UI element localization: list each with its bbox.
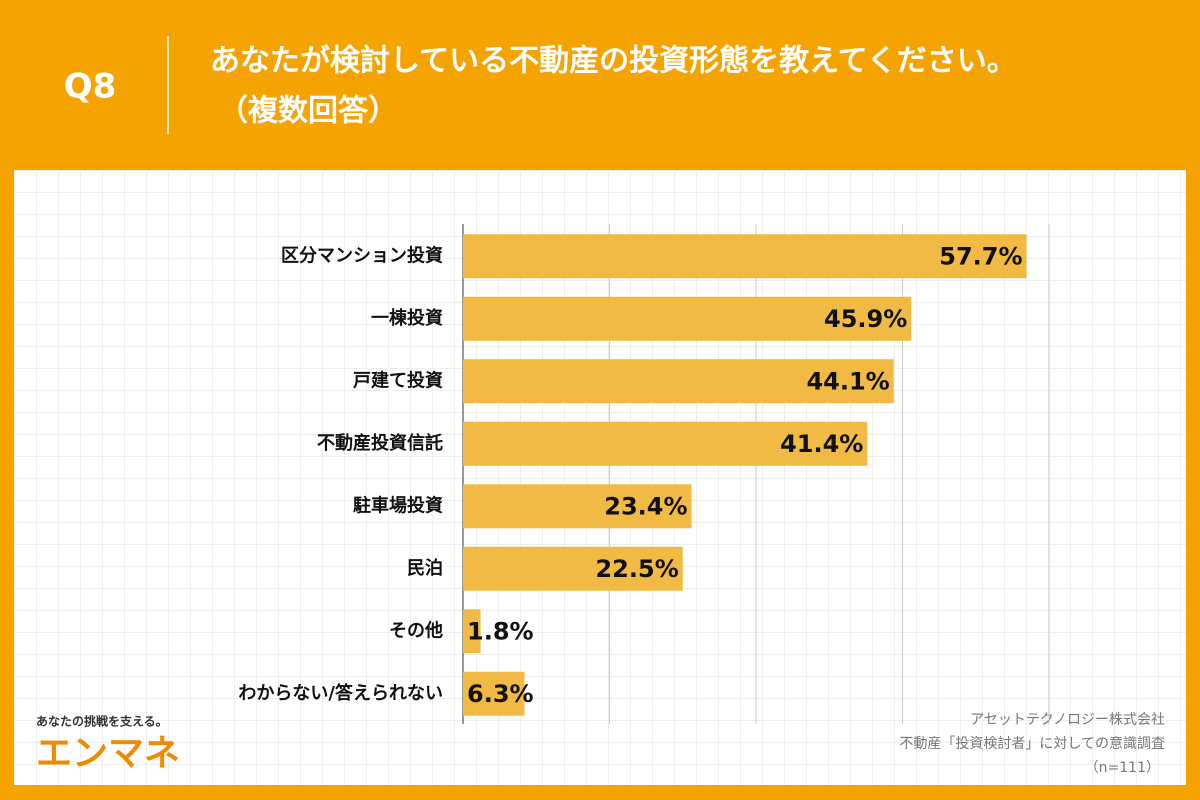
category-label: その他 xyxy=(389,619,443,641)
category-label: 不動産投資信託 xyxy=(317,432,443,454)
category-label: 戸建て投資 xyxy=(353,369,443,391)
bar xyxy=(463,359,894,404)
value-label: 41.4% xyxy=(780,430,863,458)
question-number: Q8 xyxy=(64,67,117,107)
logo: エンマネ xyxy=(36,733,180,774)
bar xyxy=(463,296,912,341)
bar xyxy=(463,421,868,466)
value-label: 22.5% xyxy=(595,555,678,583)
bar xyxy=(463,671,525,716)
category-label: 区分マンション投資 xyxy=(281,244,443,266)
subtitle: （複数回答） xyxy=(218,94,398,129)
category-label: 民泊 xyxy=(407,558,443,579)
category-label: 一棟投資 xyxy=(371,307,443,329)
source: 不動産「投資検討者」に対しての意識調査 xyxy=(899,735,1165,752)
source: （n=111） xyxy=(1085,760,1160,776)
bar xyxy=(463,484,692,529)
value-label: 1.8% xyxy=(467,617,534,645)
bar xyxy=(463,546,683,591)
category-label: わからない/答えられない xyxy=(238,682,443,704)
source: アセットテクノロジー株式会社 xyxy=(970,712,1165,728)
value-label: 45.9% xyxy=(824,305,907,333)
value-label: 23.4% xyxy=(604,492,687,520)
bar xyxy=(463,609,481,654)
tagline: あなたの挑戦を支える。 xyxy=(36,714,168,729)
title: あなたが検討している不動産の投資形態を教えてください。 xyxy=(210,44,1017,79)
category-label: 駐車場投資 xyxy=(353,494,443,516)
value-label: 57.7% xyxy=(939,242,1022,270)
value-label: 44.1% xyxy=(806,367,889,395)
bar xyxy=(463,234,1027,279)
value-label: 6.3% xyxy=(467,680,534,708)
